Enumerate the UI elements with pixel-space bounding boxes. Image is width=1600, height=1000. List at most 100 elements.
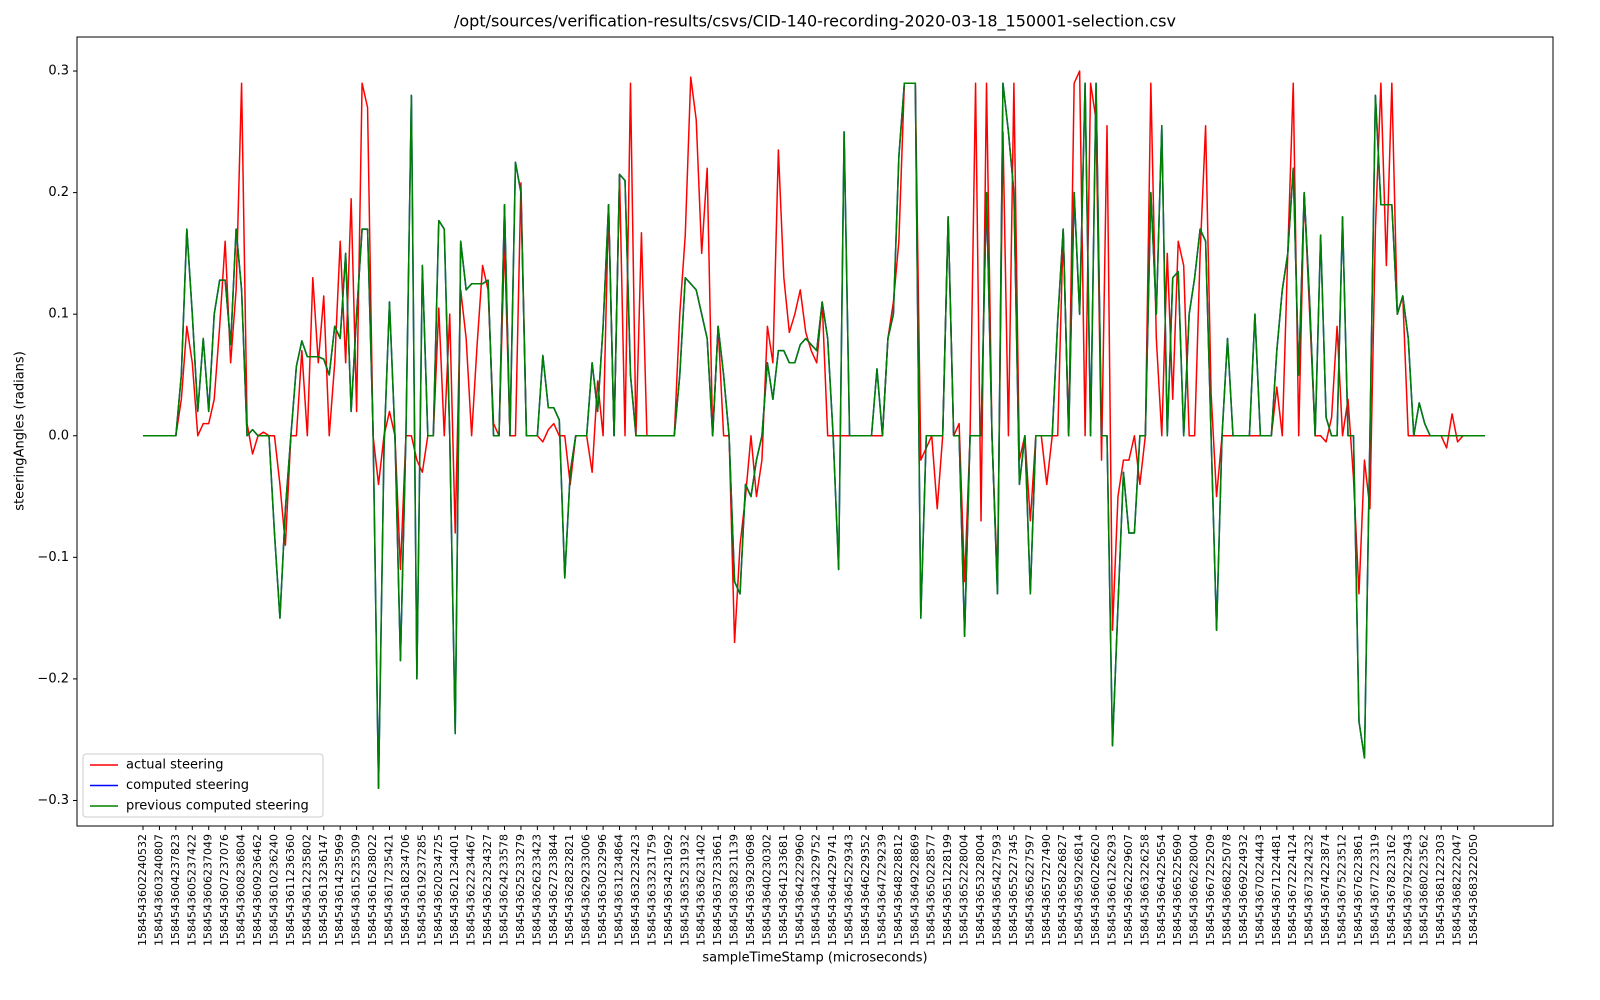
x-tick-label: 1584543652228004 xyxy=(958,834,971,946)
x-tick-label: 1584543603240807 xyxy=(152,834,165,946)
x-tick-label: 1584543677223319 xyxy=(1368,834,1381,946)
x-tick-label: 1584543681222303 xyxy=(1434,834,1447,946)
x-tick-label: 1584543655227345 xyxy=(1007,834,1020,946)
x-tick-label: 1584543611236360 xyxy=(284,834,297,946)
plot-area xyxy=(143,70,1485,790)
x-tick-label: 1584543628232821 xyxy=(563,834,576,946)
x-tick-label: 1584543679222943 xyxy=(1401,834,1414,946)
x-tick-label: 1584543680223562 xyxy=(1418,834,1431,946)
x-tick-label: 1584543648228812 xyxy=(892,834,905,946)
legend-label: previous computed steering xyxy=(126,799,309,814)
x-tick-label: 1584543622234467 xyxy=(465,834,478,946)
x-tick-label: 1584543678223162 xyxy=(1385,834,1398,946)
x-tick-label: 1584543607237076 xyxy=(218,834,231,946)
x-tick-label: 1584543645229343 xyxy=(843,834,856,946)
x-tick-label: 1584543630232996 xyxy=(596,834,609,946)
x-tick-label: 1584543604237823 xyxy=(169,834,182,946)
x-tick-label: 1584543665225690 xyxy=(1171,834,1184,946)
x-tick-label: 1584543672224124 xyxy=(1286,834,1299,946)
x-tick-label: 1584543619237285 xyxy=(415,834,428,946)
x-axis-label: sampleTimeStamp (microseconds) xyxy=(702,951,927,966)
x-tick-label: 1584543667225209 xyxy=(1204,834,1217,946)
x-tick-label: 1584543651228199 xyxy=(941,834,954,946)
x-tick-label: 1584543642229960 xyxy=(793,834,806,946)
x-tick-label: 1584543662229607 xyxy=(1122,834,1135,946)
x-tick-label: 1584543656227597 xyxy=(1023,834,1036,946)
x-tick-label: 1584543625233279 xyxy=(514,834,527,946)
x-tick-label: 1584543659226814 xyxy=(1073,834,1086,946)
x-tick-label: 1584543633231759 xyxy=(645,834,658,946)
series-line xyxy=(143,82,1485,790)
axes-frame xyxy=(76,36,1554,827)
x-tick-label: 1584543613236147 xyxy=(317,834,330,946)
x-tick-label: 1584543654227593 xyxy=(990,834,1003,946)
y-tick-label: 0.3 xyxy=(48,64,69,79)
x-tick-label: 1584543636231402 xyxy=(695,834,708,946)
x-tick-label: 1584543623234327 xyxy=(481,834,494,946)
x-tick-label: 1584543666228004 xyxy=(1188,834,1201,946)
x-tick-label: 1584543682222047 xyxy=(1451,834,1464,946)
y-tick-label: 0.0 xyxy=(48,428,69,443)
x-tick-label: 1584543602240532 xyxy=(136,834,149,946)
x-tick-label: 1584543614235969 xyxy=(333,834,346,946)
x-tick-label: 1584543629233006 xyxy=(580,834,593,946)
x-tick-label: 1584543643229752 xyxy=(810,834,823,946)
x-tick-label: 1584543663226258 xyxy=(1138,834,1151,946)
x-tick-label: 1584543660226620 xyxy=(1089,834,1102,946)
x-tick-label: 1584543646229352 xyxy=(859,834,872,946)
x-tick-label: 1584543610236240 xyxy=(267,834,280,946)
y-axis-label: steeringAngles (radians) xyxy=(13,351,28,511)
x-tick-label: 1584543618234706 xyxy=(399,834,412,946)
x-tick-label: 1584543661226293 xyxy=(1105,834,1118,946)
y-tick-label: 0.1 xyxy=(48,307,69,322)
x-tick-label: 1584543653228004 xyxy=(974,834,987,946)
x-tick-label: 1584543638231139 xyxy=(728,834,741,946)
x-tick-label: 1584543644229741 xyxy=(826,834,839,946)
y-tick-label: 0.2 xyxy=(48,185,69,200)
x-tick-label: 1584543664225654 xyxy=(1155,834,1168,946)
x-tick-label: 1584543626233423 xyxy=(530,834,543,946)
x-tick-label: 1584543673224232 xyxy=(1303,834,1316,946)
x-tick-label: 1584543631234864 xyxy=(613,834,626,946)
x-tick-label: 1584543605237422 xyxy=(185,834,198,946)
x-tick-label: 1584543683222050 xyxy=(1467,834,1480,946)
x-tick-label: 1584543641233681 xyxy=(777,834,790,946)
x-tick-label: 1584543612235802 xyxy=(300,834,313,946)
legend-box xyxy=(82,753,324,818)
legend: actual steering computed steering previous… xyxy=(82,753,324,818)
x-tick-label: 1584543634231692 xyxy=(662,834,675,946)
x-tick-label: 1584543616238022 xyxy=(366,834,379,946)
x-tick-label: 1584543620234725 xyxy=(432,834,445,946)
x-tick-label: 1584543650228577 xyxy=(925,834,938,946)
x-tick-label: 1584543632232423 xyxy=(629,834,642,946)
y-tick-label: −0.1 xyxy=(37,550,69,565)
x-tick-label: 1584543657227490 xyxy=(1040,834,1053,946)
x-tick-label: 1584543671224481 xyxy=(1270,834,1283,946)
x-tick-label: 1584543639230698 xyxy=(744,834,757,946)
legend-label: computed steering xyxy=(126,778,249,793)
x-tick-label: 1584543674223874 xyxy=(1319,834,1332,946)
x-tick-label: 1584543647229239 xyxy=(875,834,888,946)
x-tick-label: 1584543608236804 xyxy=(235,834,248,946)
x-tick-label: 1584543658226827 xyxy=(1056,834,1069,946)
x-tick-label: 1584543675223512 xyxy=(1336,834,1349,946)
x-tick-label: 1584543676223861 xyxy=(1352,834,1365,946)
x-tick-label: 1584543668225078 xyxy=(1221,834,1234,946)
x-tick-label: 1584543635231932 xyxy=(678,834,691,946)
x-tick-label: 1584543669224932 xyxy=(1237,834,1250,946)
x-tick-label: 1584543637233661 xyxy=(711,834,724,946)
x-tick-label: 1584543606237049 xyxy=(202,834,215,946)
x-tick-label: 1584543624233578 xyxy=(498,834,511,946)
y-tick-label: −0.2 xyxy=(37,671,69,686)
x-tick-label: 1584543640230302 xyxy=(760,834,773,946)
x-tick-label: 1584543670224443 xyxy=(1253,834,1266,946)
x-tick-label: 1584543617235421 xyxy=(382,834,395,946)
chart-title: /opt/sources/verification-results/csvs/C… xyxy=(454,12,1176,32)
x-tick-label: 1584543615235309 xyxy=(350,834,363,946)
x-tick-label: 1584543627233844 xyxy=(547,834,560,946)
x-tick-label: 1584543609236462 xyxy=(251,834,264,946)
x-tick-label: 1584543621234401 xyxy=(448,834,461,946)
x-tick-label: 1584543649228869 xyxy=(908,834,921,946)
